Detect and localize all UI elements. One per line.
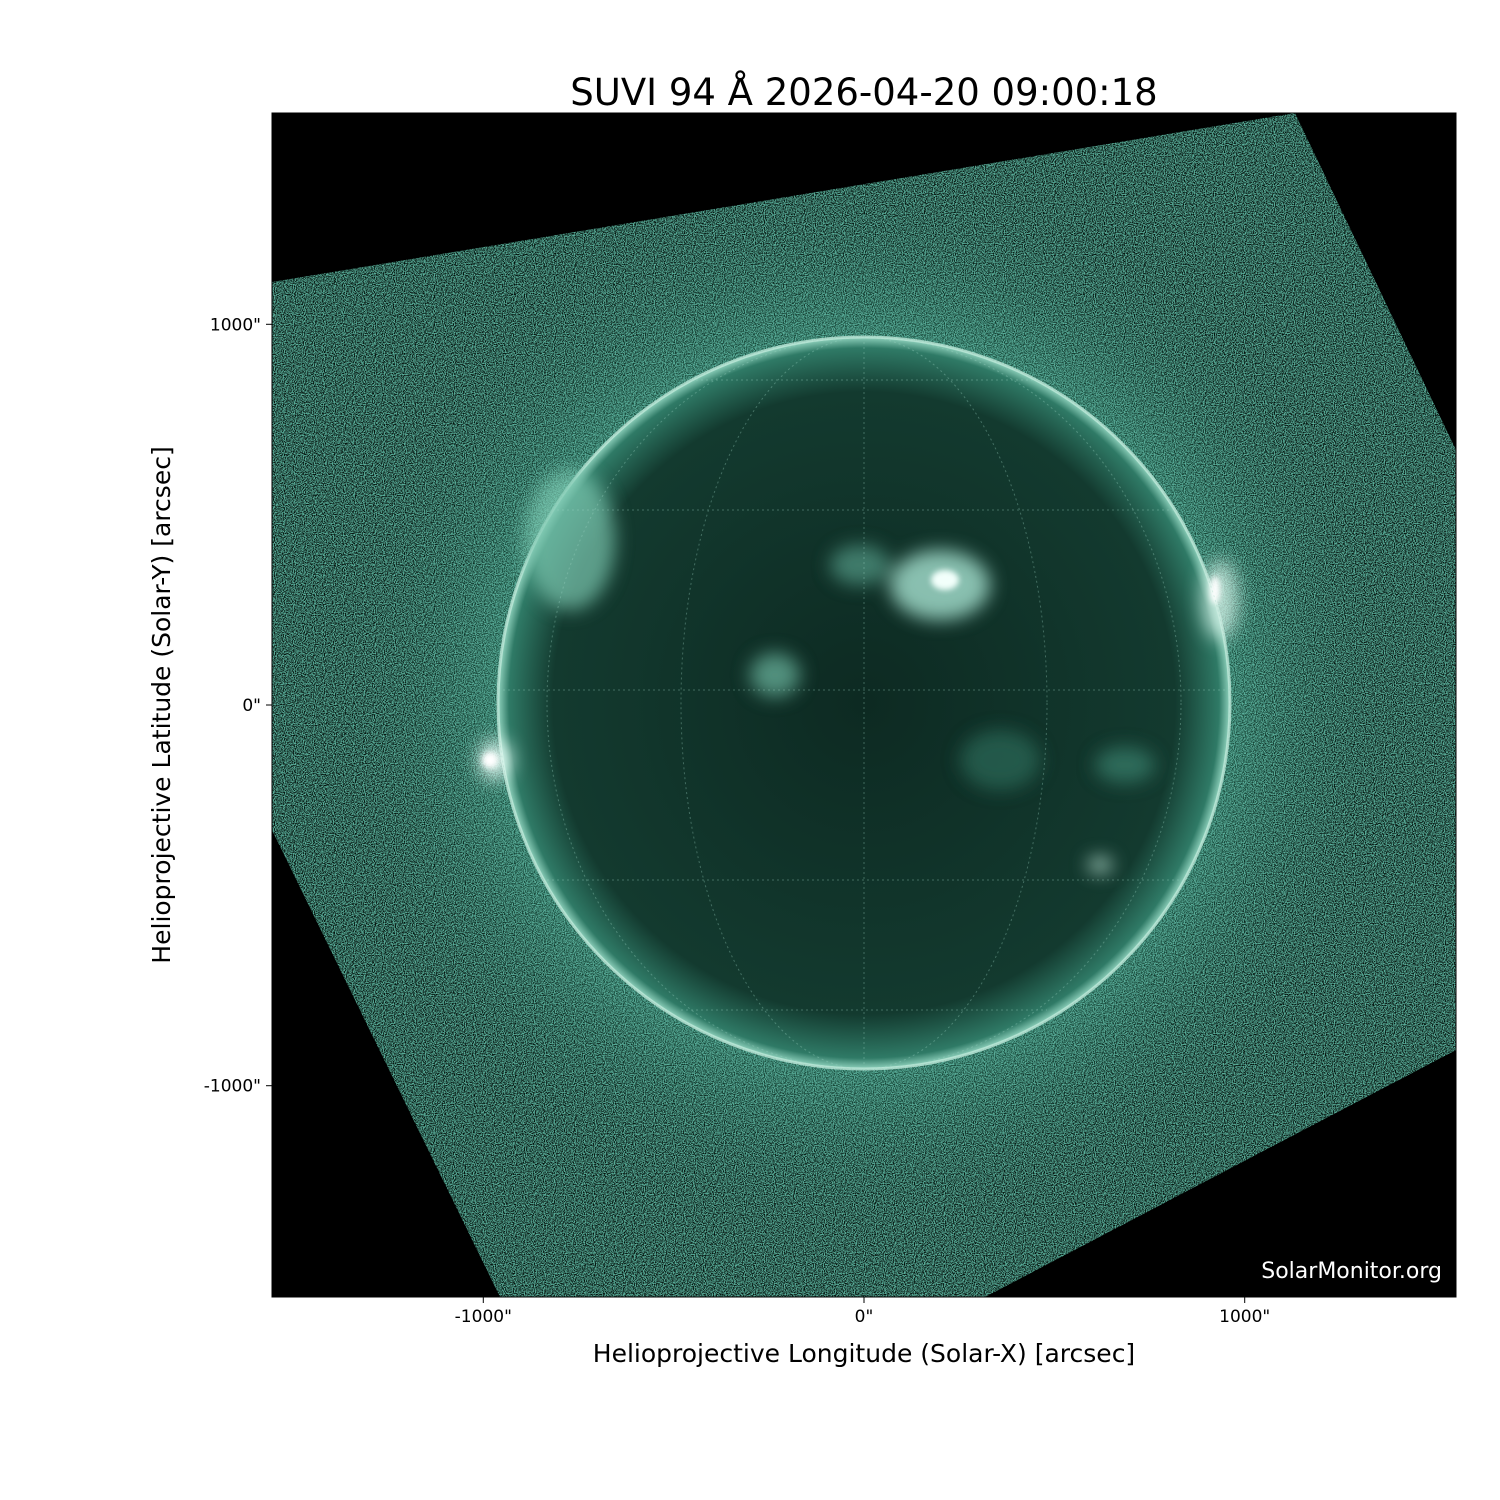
active-regions — [479, 470, 1238, 873]
y-tick-label: 1000" — [210, 315, 261, 335]
plot-area: SolarMonitor.org — [271, 112, 1457, 1298]
y-axis-label: Helioprojective Latitude (Solar-Y) [arcs… — [147, 446, 176, 963]
solar-disk — [498, 337, 1230, 1069]
chart-title: SUVI 94 Å 2026-04-20 09:00:18 — [570, 70, 1157, 114]
watermark: SolarMonitor.org — [1261, 1259, 1442, 1284]
x-tick-label: 0" — [855, 1307, 874, 1327]
y-tick-label: 0" — [242, 696, 261, 716]
solar-limb — [496, 335, 1232, 1071]
y-tick-label: -1000" — [204, 1077, 261, 1097]
heliographic-grid — [497, 336, 1231, 1070]
x-tick-label: 1000" — [1219, 1307, 1270, 1327]
x-axis-label: Helioprojective Longitude (Solar-X) [arc… — [593, 1339, 1135, 1368]
x-axis-ticks: -1000" 0" 1000" — [455, 1297, 1270, 1327]
y-axis-ticks: 1000" 0" -1000" — [204, 315, 272, 1097]
bright-kernels — [482, 570, 1220, 768]
x-tick-label: -1000" — [455, 1307, 512, 1327]
